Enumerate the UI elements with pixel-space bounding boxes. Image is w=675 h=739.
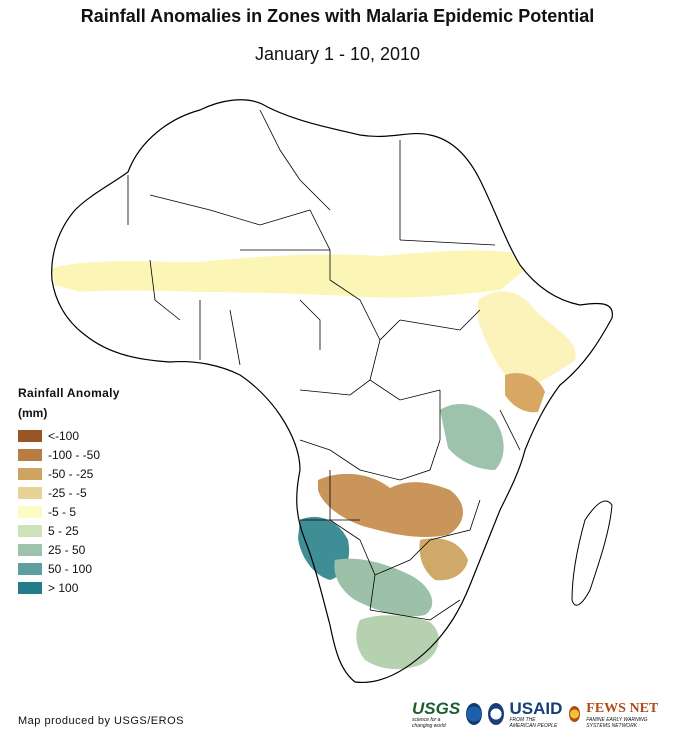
legend-title: Rainfall Anomaly bbox=[18, 386, 120, 400]
legend-label: -50 - -25 bbox=[48, 466, 94, 481]
legend-label: 50 - 100 bbox=[48, 561, 93, 576]
legend-item: -25 - -5 bbox=[18, 483, 158, 502]
legend-label: 25 - 50 bbox=[48, 542, 86, 557]
sahel-near-normal-band bbox=[52, 250, 525, 298]
usaid-logo-text: USAID bbox=[509, 698, 563, 718]
legend-item: 5 - 25 bbox=[18, 521, 158, 540]
legend-swatch bbox=[18, 448, 42, 461]
madagascar-outline bbox=[571, 500, 613, 606]
map-title: Rainfall Anomalies in Zones with Malaria… bbox=[80, 6, 595, 26]
legend-label: -5 - 5 bbox=[48, 504, 77, 519]
legend-item: > 100 bbox=[18, 578, 158, 597]
legend-swatch bbox=[18, 581, 42, 594]
angola-zambia-dry-zone bbox=[318, 473, 463, 538]
usaid-logo: USAID FROM THE AMERICAN PEOPLE bbox=[510, 700, 563, 729]
logo-strip: USGS science for a changing world USAID … bbox=[412, 698, 667, 730]
legend-items: <-100 -100 - -50 -50 - -25 -25 - -5 -5 -… bbox=[18, 426, 158, 597]
legend-label: -100 - -50 bbox=[48, 447, 101, 462]
fews-net-tagline: FAMINE EARLY WARNING SYSTEMS NETWORK bbox=[586, 716, 648, 729]
lake-region-wet-zone bbox=[440, 404, 504, 470]
legend-unit: (mm) bbox=[18, 406, 48, 420]
usgs-logo-text: USGS bbox=[412, 698, 461, 718]
horn-anomaly-zone bbox=[478, 291, 576, 390]
kalahari-wet-zone bbox=[334, 558, 433, 617]
legend-swatch bbox=[18, 543, 42, 556]
legend-swatch bbox=[18, 505, 42, 518]
country-borders bbox=[127, 109, 521, 621]
legend-swatch bbox=[18, 467, 42, 480]
east-africa-dry-zone bbox=[505, 373, 545, 413]
legend-item: 50 - 100 bbox=[18, 559, 158, 578]
legend-item: -100 - -50 bbox=[18, 445, 158, 464]
legend-swatch bbox=[18, 524, 42, 537]
legend-swatch bbox=[18, 486, 42, 499]
legend-label: > 100 bbox=[48, 580, 79, 595]
mozambique-dry-zone bbox=[419, 538, 468, 581]
legend-swatch bbox=[18, 429, 42, 442]
fews-net-logo: FEWS NET FAMINE EARLY WARNING SYSTEMS NE… bbox=[586, 700, 667, 729]
noaa-logo-icon bbox=[466, 703, 482, 725]
map-credit: Map produced by USGS/EROS bbox=[18, 715, 184, 727]
legend-label: -25 - -5 bbox=[48, 485, 87, 500]
legend: Rainfall Anomaly (mm) <-100 -100 - -50 -… bbox=[18, 386, 158, 597]
usaid-tagline: FROM THE AMERICAN PEOPLE bbox=[509, 716, 558, 729]
legend-swatch bbox=[18, 562, 42, 575]
usaid-seal-icon bbox=[487, 703, 504, 725]
legend-label: <-100 bbox=[48, 428, 80, 443]
usgs-tagline: science for a changing world bbox=[412, 716, 446, 729]
usgs-logo: USGS science for a changing world bbox=[412, 700, 460, 729]
legend-label: 5 - 25 bbox=[48, 523, 79, 538]
fews-net-logo-icon bbox=[568, 706, 581, 722]
legend-item: -50 - -25 bbox=[18, 464, 158, 483]
legend-item: <-100 bbox=[18, 426, 158, 445]
africa-outline bbox=[51, 99, 613, 684]
south-africa-wet-zone bbox=[356, 615, 439, 670]
fews-net-logo-text: FEWS NET bbox=[586, 700, 659, 716]
map-subtitle: January 1 - 10, 2010 bbox=[254, 44, 421, 64]
legend-item: -5 - 5 bbox=[18, 502, 158, 521]
legend-item: 25 - 50 bbox=[18, 540, 158, 559]
